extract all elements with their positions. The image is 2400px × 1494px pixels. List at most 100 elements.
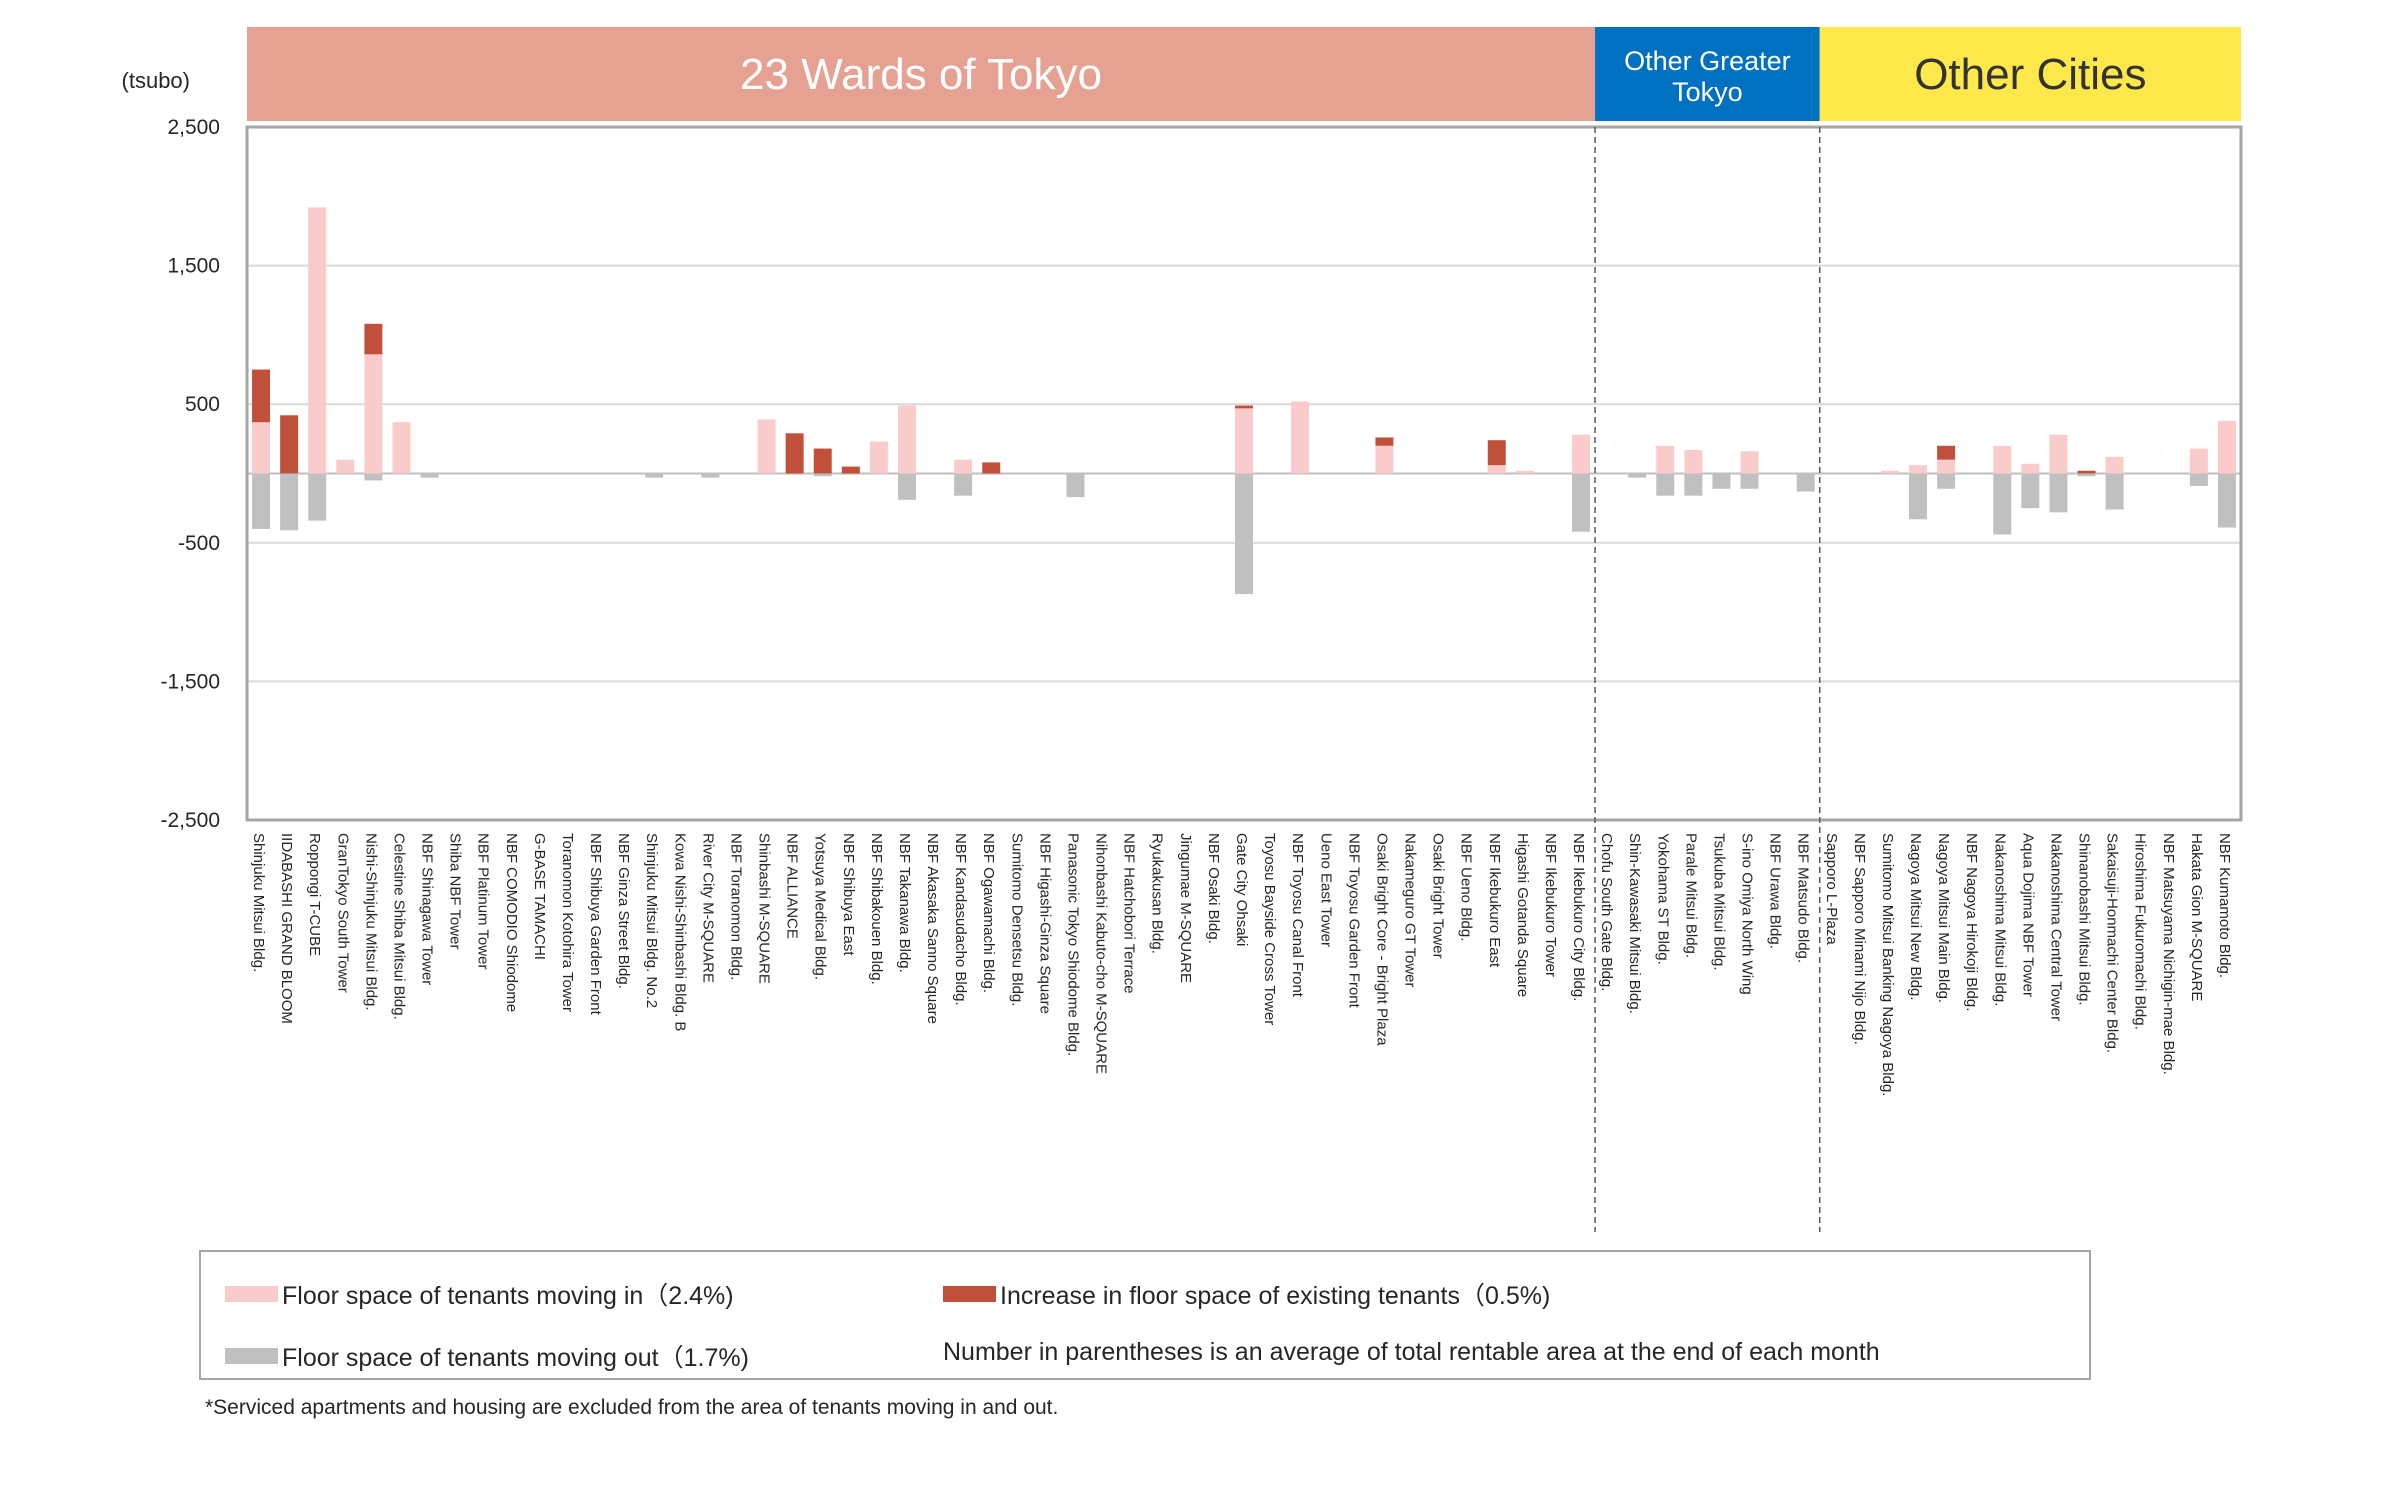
bar-increase — [982, 462, 1001, 474]
bar-moving-out — [813, 473, 832, 477]
x-tick-label: NBF Matsuyama Nichigin-mae Bldg. — [2160, 833, 2177, 1075]
x-tick-label: NBF Kandasudacho Bldg. — [952, 833, 969, 1006]
bar-moving-out — [2189, 473, 2208, 486]
bar-increase — [364, 323, 383, 355]
bar-moving-out — [1712, 473, 1731, 489]
x-tick-label: Shinbashi M-SQUARE — [756, 833, 773, 984]
x-tick-label: IIDABASHI GRAND BLOOM — [278, 833, 295, 1024]
bar-moving-in — [2189, 448, 2208, 474]
x-tick-label: Aqua Dojima NBF Tower — [2019, 833, 2036, 997]
bar-moving-in — [1993, 445, 2012, 474]
bar-moving-in — [897, 405, 916, 474]
bar-moving-out — [2021, 473, 2040, 509]
bar-moving-in — [869, 441, 888, 474]
x-tick-label: NBF Osaki Bldg. — [1205, 833, 1222, 944]
bar-increase — [1375, 437, 1394, 446]
region-label-other-cities: Other Cities — [1914, 50, 2146, 99]
bar-increase — [280, 415, 299, 474]
bar-moving-out — [1572, 473, 1591, 532]
x-tick-label: NBF Takanawa Bldg. — [896, 833, 913, 973]
x-tick-labels: Shinjuku Mitsui Bldg. IIDABASHI GRAND BLO… — [250, 833, 2233, 1096]
x-tick-label: Toyosu Bayside Cross Tower — [1261, 833, 1278, 1025]
legend-item-increase: Increase in floor space of existing tena… — [943, 1276, 1550, 1312]
x-tick-label: S-ino Omiya North Wing — [1739, 833, 1756, 995]
bar-moving-out — [2077, 473, 2096, 477]
x-tick-label: NBF Higashi-Ginza Square — [1036, 833, 1053, 1014]
x-tick-label: Gate City Ohsaki — [1233, 833, 1250, 946]
x-tick-label: Osaki Bright Core - Bright Plaza — [1373, 833, 1390, 1046]
bar-moving-out — [954, 473, 973, 496]
x-tick-label: Toranomon Kotohira Tower — [559, 833, 576, 1012]
x-tick-label: NBF Ogawamachi Bldg. — [980, 833, 997, 993]
x-tick-label: Sakaisuji-Honmachi Center Bldg. — [2104, 833, 2121, 1053]
bar-moving-in — [1684, 449, 1703, 474]
bar-moving-out — [308, 473, 327, 521]
x-tick-label: Tsukuba Mitsui Bldg. — [1710, 833, 1727, 971]
x-tick-label: Kowa Nishi-Shinbashi Bldg. B — [671, 833, 688, 1031]
x-tick-label: Yotsuya Medical Bldg. — [812, 833, 829, 980]
bar-increase — [785, 433, 804, 474]
region-band-other-greater-tokyo — [1595, 27, 1820, 121]
y-tick-label: 2,500 — [167, 116, 220, 139]
x-tick-label: Nishi-Shinjuku Mitsui Bldg. — [362, 833, 379, 1011]
bar-moving-in — [2049, 434, 2068, 474]
bar-moving-out — [2217, 473, 2236, 528]
legend-label-increase: Increase in floor space of existing tena… — [1000, 1282, 1551, 1310]
x-tick-label: Sumitomo Densetsu Bldg. — [1008, 833, 1025, 1006]
x-tick-label: Nagoya Mitsui Main Bldg. — [1935, 833, 1952, 1003]
bar-moving-out — [1656, 473, 1675, 496]
bar-moving-in — [336, 459, 355, 474]
x-tick-label: NBF Toranomon Bldg. — [727, 833, 744, 980]
bar-moving-in — [757, 419, 776, 474]
x-tick-label: NBF Toyosu Garden Front — [1345, 833, 1362, 1009]
x-tick-label: Hakata Gion M-SQUARE — [2188, 833, 2205, 1001]
bar-moving-in — [1515, 470, 1534, 474]
bar-moving-in — [1235, 408, 1253, 474]
region-label-other-greater-tokyo: Other Greater Tokyo — [1624, 46, 1791, 107]
x-tick-label: Nakanoshima Central Tower — [2047, 833, 2064, 1021]
bar-increase — [841, 466, 860, 474]
x-tick-label: NBF Shinagawa Tower — [419, 833, 436, 985]
bar-moving-in — [1291, 401, 1310, 474]
x-tick-label: Nagoya Mitsui New Bldg. — [1907, 833, 1924, 1001]
legend-item-moving-in: Floor space of tenants moving in（2.4%) — [225, 1276, 734, 1312]
bar-moving-in — [1880, 470, 1899, 474]
x-tick-label: NBF Sapporo Minami Nijo Bldg. — [1851, 833, 1868, 1045]
bar-moving-out — [1993, 473, 2012, 535]
x-tick-label: NBF Ueno Bldg. — [1458, 833, 1475, 941]
x-tick-label: NBF Ikebukuro City Bldg. — [1570, 833, 1587, 1001]
bar-moving-in — [2021, 463, 2040, 474]
bars — [252, 207, 2236, 595]
bar-moving-in — [954, 459, 973, 474]
legend-swatch-moving-in — [225, 1286, 278, 1302]
x-tick-label: NBF Kumamoto Bldg. — [2216, 833, 2233, 978]
x-tick-label: NBF Shibuya Garden Front — [587, 833, 604, 1016]
x-tick-label: NBF Shibuya East — [840, 833, 857, 956]
bar-moving-out — [2049, 473, 2068, 513]
x-tick-label: NBF Matsudo Bldg. — [1795, 833, 1812, 963]
bar-moving-out — [1909, 473, 1928, 520]
x-tick-label: Shin-Kawasaki Mitsui Bldg. — [1626, 833, 1643, 1014]
bar-moving-out — [252, 473, 271, 529]
bar-moving-in — [308, 207, 327, 474]
bar-moving-in — [1572, 434, 1591, 474]
bar-moving-in — [364, 354, 383, 474]
x-tick-label: Celestine Shiba Mitsui Bldg. — [390, 833, 407, 1020]
x-tick-label: NBF Ginza Street Bldg. — [615, 833, 632, 989]
bar-moving-in — [1656, 445, 1675, 474]
plot-area-border — [245, 125, 2243, 822]
legend-item-moving-out: Floor space of tenants moving out（1.7%) — [225, 1338, 749, 1374]
x-tick-label: River City M-SQUARE — [699, 833, 716, 983]
x-tick-label: NBF Urawa Bldg. — [1767, 833, 1784, 949]
x-tick-label: NBF Hatchobori Terrace — [1121, 833, 1138, 994]
x-tick-label: Panasonic Tokyo Shiodome Bldg. — [1064, 833, 1081, 1056]
region-band-other-cities — [1819, 27, 2241, 121]
x-tick-label: Shinjuku Mitsui Bldg. No.2 — [643, 833, 660, 1008]
y-tick-label: 1,500 — [167, 255, 220, 278]
bar-moving-out — [420, 473, 439, 478]
x-tick-label: Parale Mitsui Bldg. — [1682, 833, 1699, 958]
bar-moving-out — [1066, 473, 1085, 498]
y-tick-labels: 2,500 1,500 500 -500 -1,500 -2,500 — [160, 116, 220, 832]
bar-increase — [2077, 470, 2096, 474]
